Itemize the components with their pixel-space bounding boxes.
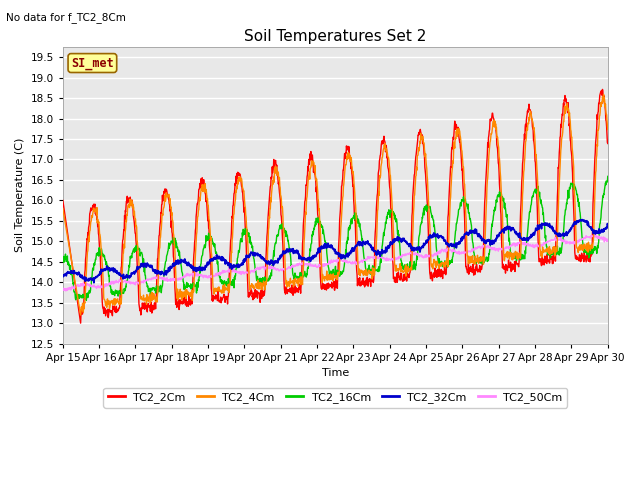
- Legend: TC2_2Cm, TC2_4Cm, TC2_16Cm, TC2_32Cm, TC2_50Cm: TC2_2Cm, TC2_4Cm, TC2_16Cm, TC2_32Cm, TC…: [104, 388, 567, 408]
- X-axis label: Time: Time: [322, 368, 349, 378]
- Text: SI_met: SI_met: [71, 57, 114, 70]
- Text: No data for f_TC2_8Cm: No data for f_TC2_8Cm: [6, 12, 126, 23]
- Title: Soil Temperatures Set 2: Soil Temperatures Set 2: [244, 29, 426, 44]
- Y-axis label: Soil Temperature (C): Soil Temperature (C): [15, 138, 25, 252]
